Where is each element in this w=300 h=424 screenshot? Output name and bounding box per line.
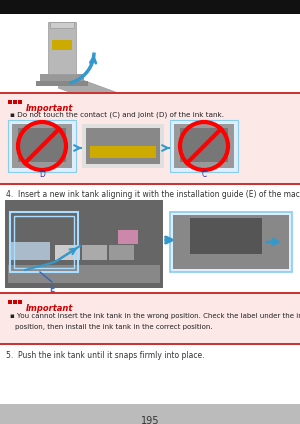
Bar: [14, 216, 74, 268]
Text: 4.  Insert a new ink tank aligning it with the installation guide (E) of the mac: 4. Insert a new ink tank aligning it wit…: [6, 190, 300, 199]
Bar: [55, 245, 80, 260]
Bar: [180, 128, 228, 162]
Bar: [58, 73, 120, 109]
Bar: [0, 183, 300, 185]
Bar: [109, 245, 134, 260]
Bar: [0, 404, 300, 424]
Bar: [18, 300, 22, 304]
Text: 5.  Push the ink tank until it snaps firmly into place.: 5. Push the ink tank until it snaps firm…: [6, 351, 205, 360]
Bar: [13, 300, 17, 304]
Bar: [8, 100, 12, 104]
Bar: [18, 100, 22, 104]
Text: D: D: [39, 170, 45, 179]
Text: 195: 195: [141, 416, 159, 424]
Bar: [86, 128, 160, 164]
Bar: [40, 74, 84, 82]
Bar: [50, 22, 74, 28]
Bar: [0, 92, 300, 185]
Text: E: E: [50, 285, 55, 294]
Bar: [0, 0, 300, 14]
Text: C: C: [201, 170, 207, 179]
Bar: [5, 200, 163, 288]
Text: ▪ Do not touch the contact (C) and joint (D) of the ink tank.: ▪ Do not touch the contact (C) and joint…: [10, 112, 224, 118]
Bar: [48, 22, 76, 74]
Bar: [0, 292, 300, 294]
Bar: [10, 212, 78, 272]
Bar: [82, 245, 107, 260]
Bar: [8, 300, 12, 304]
Text: ▪ You cannot insert the ink tank in the wrong position. Check the label under th: ▪ You cannot insert the ink tank in the …: [10, 313, 300, 319]
Bar: [170, 212, 292, 272]
Bar: [174, 124, 234, 168]
Bar: [0, 292, 300, 345]
Text: Important: Important: [26, 304, 74, 313]
Bar: [52, 40, 72, 50]
Bar: [90, 146, 156, 158]
Bar: [0, 343, 300, 345]
Bar: [12, 124, 72, 168]
Bar: [10, 242, 50, 260]
Bar: [0, 14, 300, 92]
Text: position, then install the ink tank in the correct position.: position, then install the ink tank in t…: [15, 324, 213, 330]
Bar: [118, 230, 138, 244]
Bar: [13, 100, 17, 104]
Bar: [173, 215, 289, 269]
Bar: [190, 218, 262, 254]
Bar: [36, 81, 88, 86]
Bar: [170, 120, 238, 172]
Bar: [82, 124, 164, 168]
Bar: [18, 128, 66, 162]
Bar: [8, 265, 160, 283]
Bar: [8, 120, 76, 172]
Bar: [0, 92, 300, 94]
Text: Important: Important: [26, 104, 74, 113]
